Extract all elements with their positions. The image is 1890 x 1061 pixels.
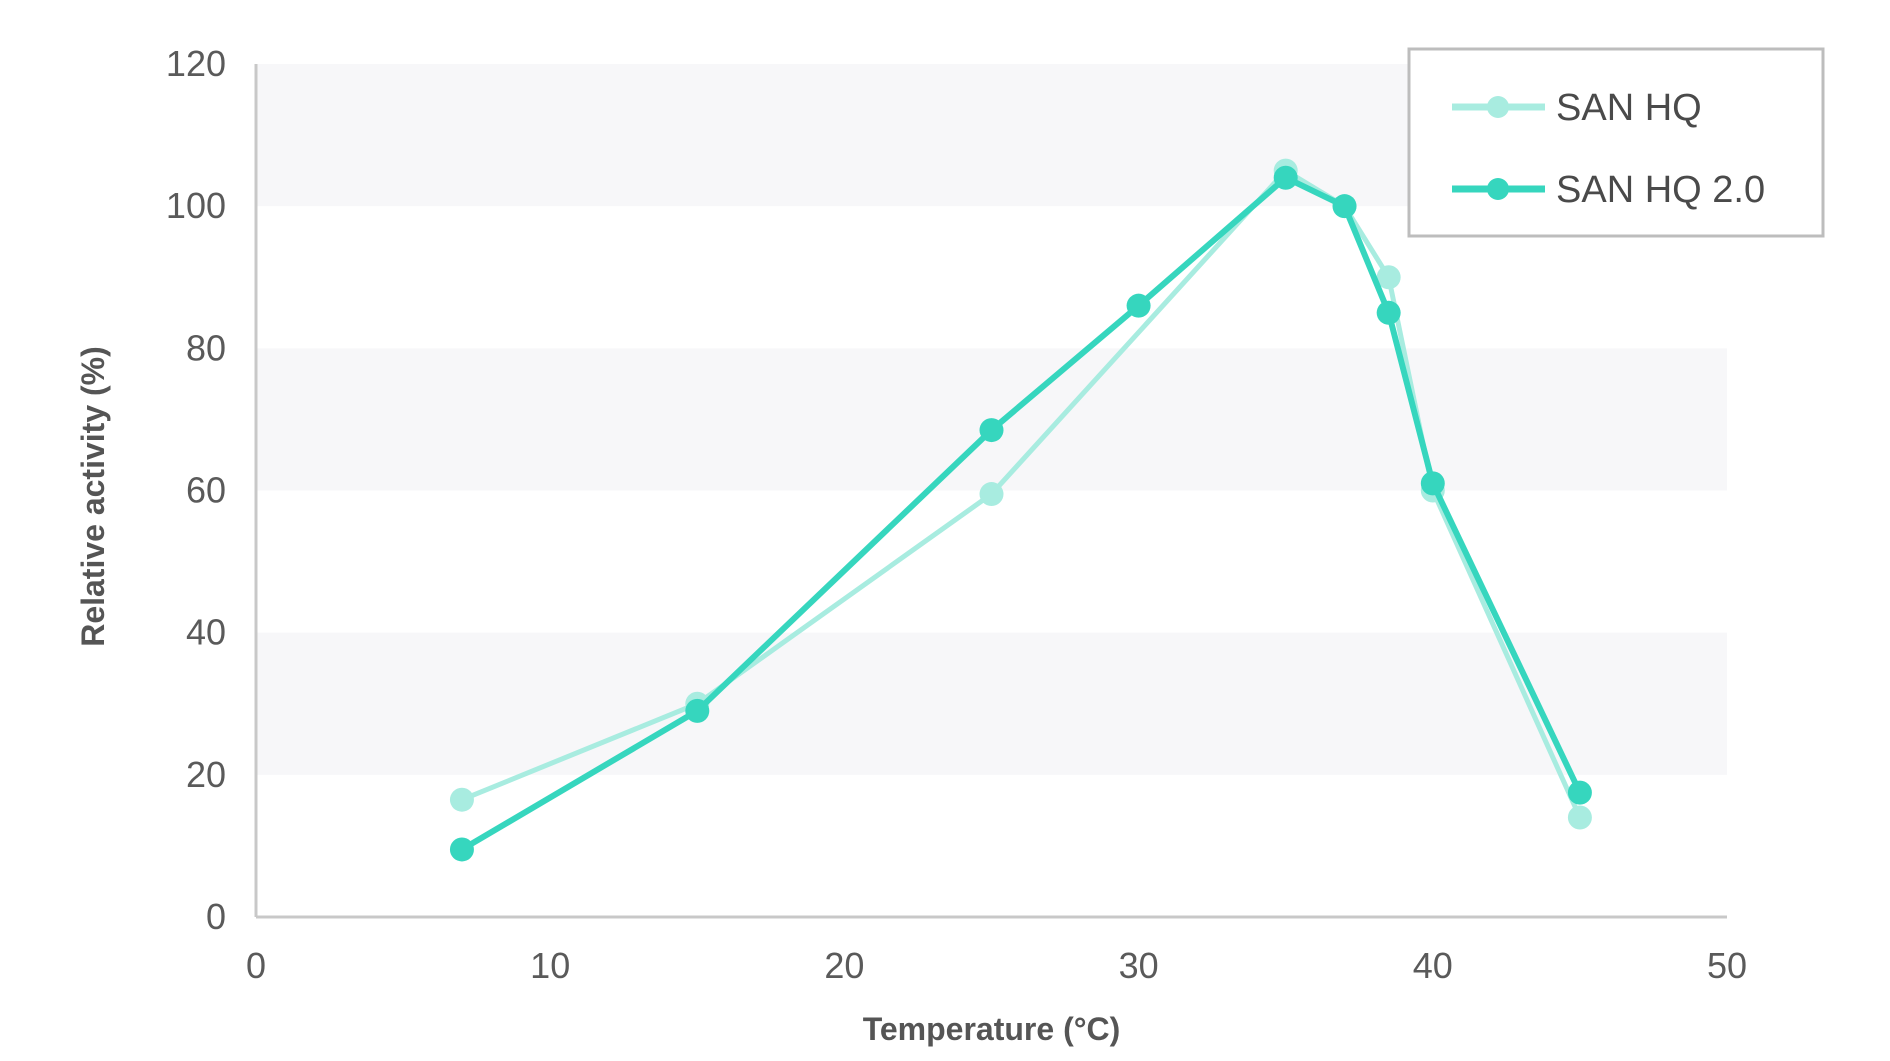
data-point [449, 787, 474, 812]
y-tick-label: 100 [166, 185, 226, 226]
legend-box [1407, 47, 1825, 238]
y-tick-label: 40 [186, 612, 226, 653]
data-point [1567, 805, 1592, 830]
y-tick-label: 60 [186, 470, 226, 511]
legend-label-san-hq-2: SAN HQ 2.0 [1556, 169, 1765, 211]
grid-band [256, 632, 1727, 775]
x-tick-label: 0 [246, 945, 266, 986]
y-axis-title: Relative activity (%) [75, 346, 111, 647]
data-point [1376, 265, 1401, 290]
y-tick-label: 80 [186, 327, 226, 368]
legend-swatch-marker-san-hq-2 [1487, 178, 1509, 200]
x-tick-label: 10 [530, 945, 570, 986]
y-tick-label: 120 [166, 43, 226, 84]
x-tick-labels: 0 10 20 30 40 50 [246, 945, 1747, 986]
series-san-hq-2 [449, 165, 1592, 862]
legend-label-san-hq: SAN HQ [1556, 87, 1702, 129]
axes [254, 64, 1727, 919]
data-point [1126, 293, 1151, 318]
data-point [449, 837, 474, 862]
data-point [979, 482, 1004, 507]
data-point [1420, 471, 1445, 496]
legend: SAN HQ SAN HQ 2.0 [1407, 47, 1825, 238]
x-axis-title: Temperature (°C) [863, 1011, 1121, 1047]
y-tick-labels: 0 20 40 60 80 100 120 [166, 43, 226, 937]
y-tick-label: 20 [186, 754, 226, 795]
x-tick-label: 30 [1119, 945, 1159, 986]
data-point [1273, 165, 1298, 190]
data-point [1332, 194, 1357, 219]
data-point [1567, 780, 1592, 805]
series-group [449, 158, 1592, 862]
y-tick-label: 0 [206, 896, 226, 937]
data-point [1376, 300, 1401, 325]
data-point [979, 418, 1004, 443]
x-tick-label: 20 [824, 945, 864, 986]
x-tick-label: 40 [1413, 945, 1453, 986]
legend-swatch-marker-san-hq [1487, 96, 1509, 118]
x-tick-label: 50 [1707, 945, 1747, 986]
data-point [685, 698, 710, 723]
